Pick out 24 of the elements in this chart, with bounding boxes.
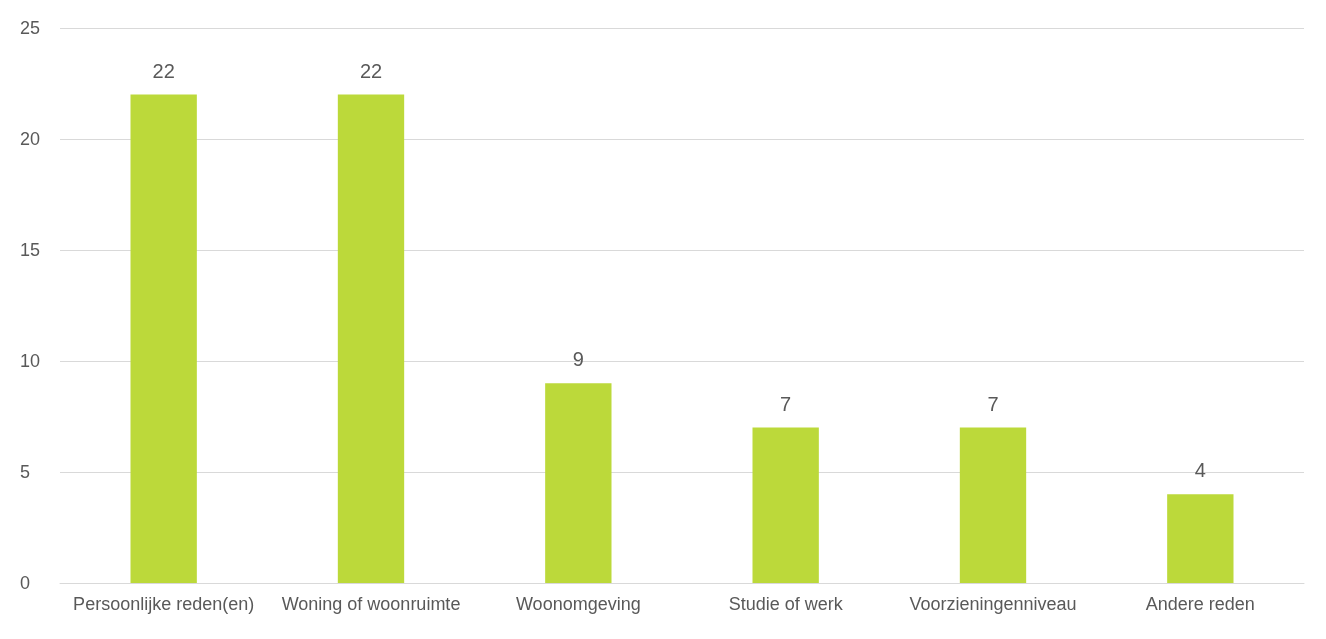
data-label: 9 <box>572 348 584 371</box>
x-tick-label: Studie of werk <box>728 594 844 614</box>
data-label: 7 <box>780 392 792 415</box>
y-tick-label: 0 <box>20 573 31 593</box>
x-tick-label: Persoonlijke reden(en) <box>73 594 255 614</box>
x-tick-label: Andere reden <box>1145 594 1255 614</box>
bar <box>959 427 1027 583</box>
data-label: 4 <box>1194 459 1206 482</box>
y-tick-label: 5 <box>20 462 31 482</box>
y-tick-label: 20 <box>20 129 41 149</box>
data-label: 22 <box>359 59 383 82</box>
y-tick-label: 25 <box>20 18 41 38</box>
x-tick-label: Woning of woonruimte <box>281 594 461 614</box>
bar <box>545 383 612 583</box>
bar <box>752 427 819 583</box>
x-tick-label: Woonomgeving <box>515 594 641 614</box>
bar <box>337 94 405 583</box>
data-label: 22 <box>152 59 175 82</box>
data-label: 7 <box>987 392 999 415</box>
bar <box>130 94 197 583</box>
x-tick-label: Voorzieningenniveau <box>909 594 1077 614</box>
y-tick-label: 10 <box>20 351 41 371</box>
bar <box>1167 494 1234 583</box>
y-tick-label: 15 <box>20 240 41 260</box>
